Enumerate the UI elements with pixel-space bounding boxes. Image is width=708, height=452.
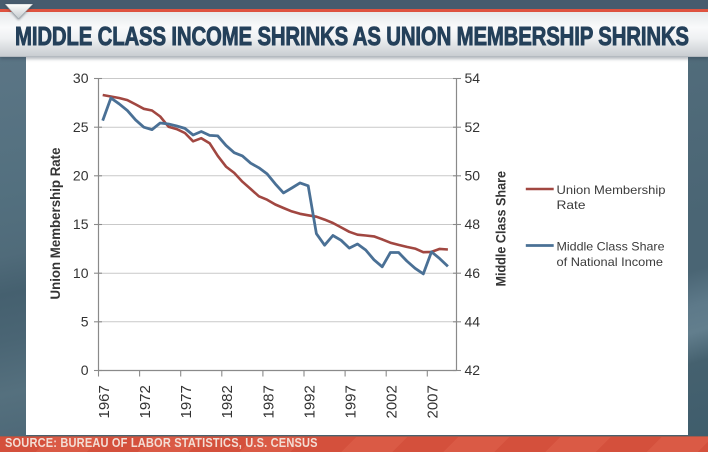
svg-text:46: 46 (465, 265, 481, 281)
svg-text:5: 5 (81, 314, 89, 330)
svg-text:Union Membership Rate: Union Membership Rate (48, 147, 63, 299)
svg-text:1972: 1972 (137, 385, 154, 418)
svg-text:Middle Class Share: Middle Class Share (494, 171, 509, 287)
svg-text:10: 10 (73, 265, 89, 281)
svg-text:1992: 1992 (301, 385, 318, 418)
svg-text:of National Income: of National Income (557, 255, 664, 269)
svg-text:54: 54 (465, 70, 481, 86)
svg-text:0: 0 (81, 362, 89, 378)
svg-text:Middle Class Share: Middle Class Share (557, 240, 665, 254)
svg-text:1987: 1987 (260, 385, 277, 418)
svg-text:Union Membership: Union Membership (557, 183, 666, 197)
svg-text:2007: 2007 (425, 385, 442, 418)
svg-text:48: 48 (465, 216, 481, 232)
svg-text:25: 25 (73, 119, 89, 135)
svg-text:1967: 1967 (96, 385, 113, 418)
svg-text:30: 30 (73, 70, 89, 86)
svg-text:1997: 1997 (343, 385, 360, 418)
svg-text:52: 52 (465, 119, 481, 135)
svg-text:2002: 2002 (384, 385, 401, 418)
svg-text:15: 15 (73, 216, 89, 232)
svg-text:Rate: Rate (557, 198, 586, 212)
svg-text:1982: 1982 (219, 385, 236, 418)
svg-text:44: 44 (465, 314, 481, 330)
svg-text:20: 20 (73, 168, 89, 184)
svg-text:1977: 1977 (178, 385, 195, 418)
svg-text:42: 42 (465, 362, 481, 378)
svg-text:50: 50 (465, 168, 481, 184)
